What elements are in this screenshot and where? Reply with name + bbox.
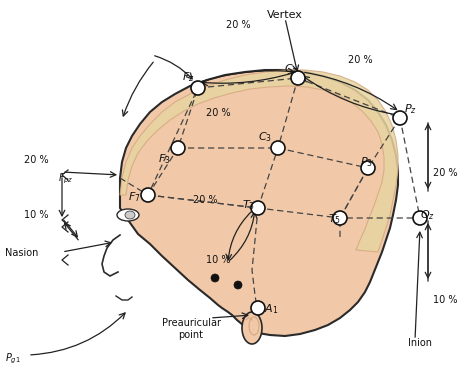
- Text: $C_z$: $C_z$: [284, 62, 298, 76]
- Text: $P_z$: $P_z$: [404, 102, 417, 116]
- Text: 10 %: 10 %: [433, 295, 457, 305]
- Text: $T_3$: $T_3$: [242, 198, 255, 212]
- Text: $F_3$: $F_3$: [158, 152, 171, 166]
- Circle shape: [171, 141, 185, 155]
- Text: Inion: Inion: [408, 338, 432, 348]
- Polygon shape: [120, 70, 398, 336]
- Text: $F_z$: $F_z$: [182, 70, 195, 84]
- Text: Preauricular: Preauricular: [162, 318, 221, 328]
- Circle shape: [211, 274, 219, 282]
- Text: point: point: [178, 330, 203, 340]
- Text: 20 %: 20 %: [206, 108, 230, 118]
- Circle shape: [393, 111, 407, 125]
- Circle shape: [333, 211, 347, 225]
- Circle shape: [251, 201, 265, 215]
- Text: 20 %: 20 %: [24, 155, 48, 165]
- Circle shape: [413, 211, 427, 225]
- Text: $F_{pz}$: $F_{pz}$: [58, 172, 73, 187]
- Circle shape: [291, 71, 305, 85]
- Text: 10 %: 10 %: [24, 210, 48, 220]
- Ellipse shape: [117, 209, 139, 221]
- Text: $T_5$: $T_5$: [328, 212, 341, 226]
- Text: 20 %: 20 %: [226, 20, 250, 30]
- Text: 20 %: 20 %: [193, 195, 217, 205]
- Text: $A_1$: $A_1$: [264, 302, 278, 316]
- Circle shape: [141, 188, 155, 202]
- Ellipse shape: [125, 211, 135, 219]
- Circle shape: [271, 141, 285, 155]
- Text: Vertex: Vertex: [267, 10, 303, 20]
- Ellipse shape: [242, 312, 262, 344]
- Circle shape: [361, 161, 375, 175]
- Circle shape: [251, 301, 265, 315]
- Text: Nasion: Nasion: [5, 248, 38, 258]
- Text: 20 %: 20 %: [433, 168, 457, 178]
- Polygon shape: [120, 70, 398, 252]
- Circle shape: [234, 281, 242, 289]
- Text: $P_{g1}$: $P_{g1}$: [5, 352, 21, 367]
- Text: 10 %: 10 %: [206, 255, 230, 265]
- Circle shape: [191, 81, 205, 95]
- Text: $O_z$: $O_z$: [420, 208, 435, 222]
- Text: $F_7$: $F_7$: [128, 190, 141, 204]
- Text: $P_3$: $P_3$: [360, 155, 373, 169]
- Text: $C_3$: $C_3$: [258, 130, 272, 144]
- Text: 20 %: 20 %: [348, 55, 372, 65]
